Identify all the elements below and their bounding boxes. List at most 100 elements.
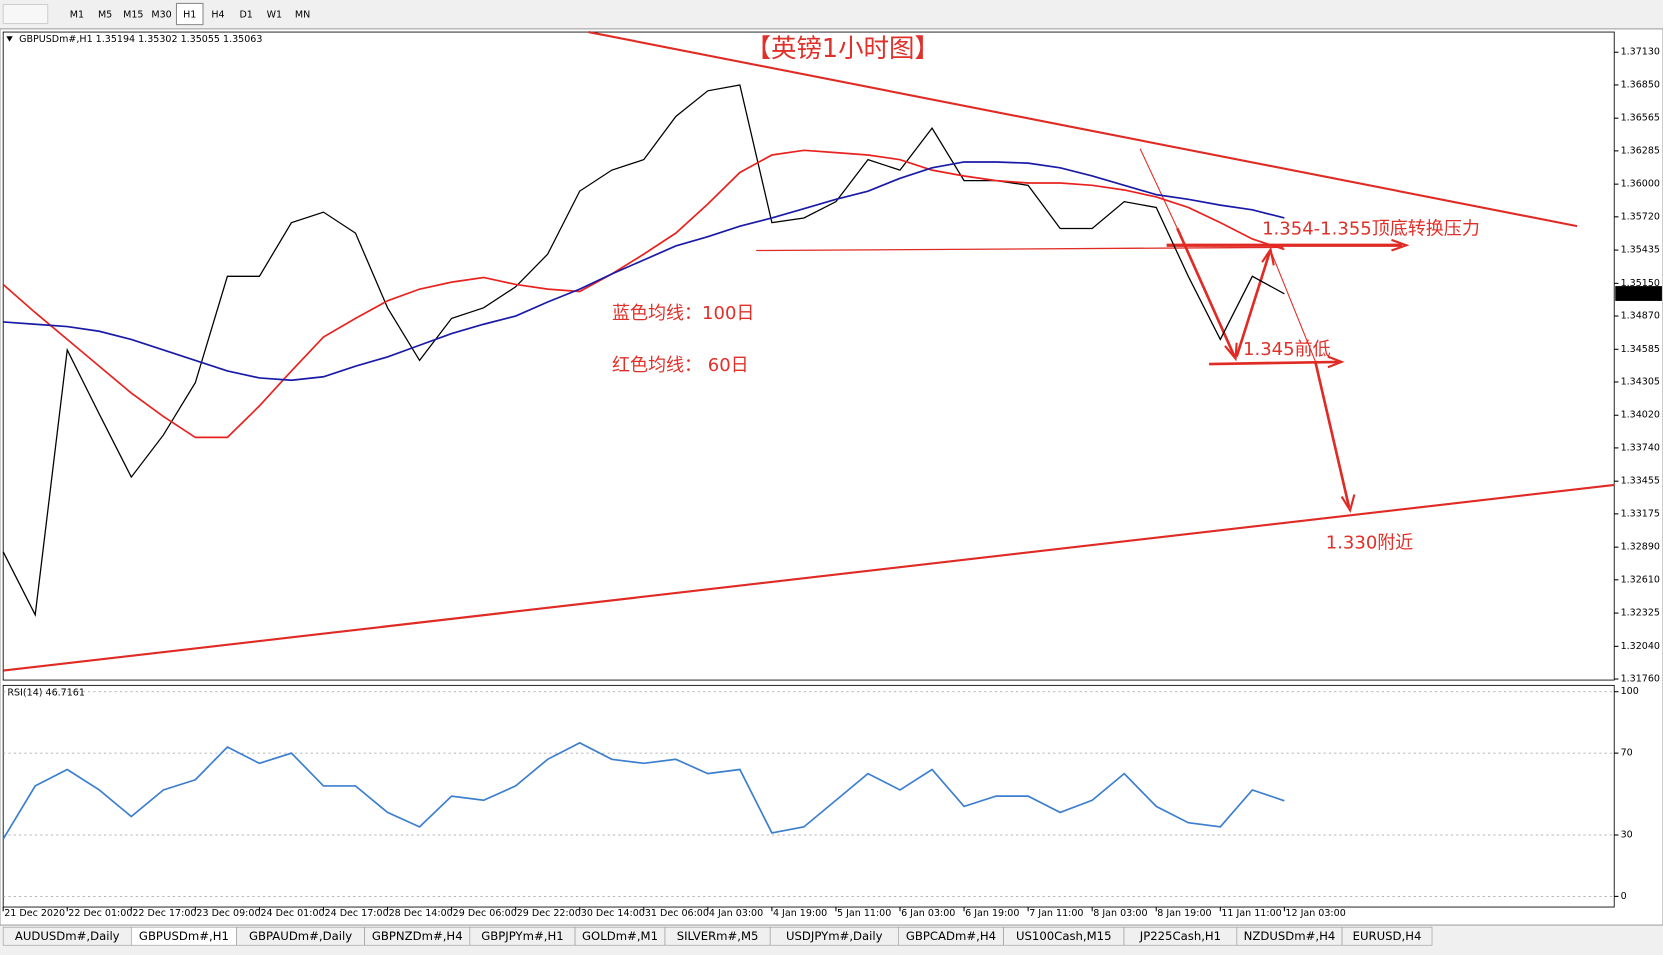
y-tick-label: 1.35720 <box>1621 211 1660 222</box>
y-tick-label: 30 <box>1621 829 1633 840</box>
x-tick-label: 6 Jan 03:00 <box>901 908 955 919</box>
rsi-plot <box>2 684 1615 908</box>
x-tick-label: 6 Jan 19:00 <box>965 908 1019 919</box>
path-line <box>1270 250 1316 362</box>
y-tick-label: 100 <box>1621 686 1639 697</box>
y-tick-label: 1.32890 <box>1621 542 1660 553</box>
x-tick-label: 11 Jan 11:00 <box>1221 908 1281 919</box>
price-line <box>2 149 1285 439</box>
timeframe-label[interactable]: H1 <box>183 10 196 21</box>
arrow-head <box>1327 355 1345 369</box>
y-tick-label: 1.35150 <box>1621 278 1660 289</box>
chart-title: 【英镑1小时图】 <box>746 34 940 64</box>
price-plot <box>2 31 1615 681</box>
trend-line <box>3 483 1615 672</box>
x-tick-label: 29 Dec 22:00 <box>517 908 581 919</box>
y-tick-label: 1.34020 <box>1621 410 1660 421</box>
y-tick-label: 1.32610 <box>1621 574 1660 585</box>
tab-label[interactable]: EURUSD,H4 <box>1353 929 1422 943</box>
annotation: 蓝色均线：100日 <box>612 303 754 324</box>
y-tick-label: 1.33455 <box>1621 476 1660 487</box>
y-tick-label: 1.34305 <box>1621 376 1660 387</box>
tab-label[interactable]: GBPUSDm#,H1 <box>139 929 229 943</box>
tab-label[interactable]: US100Cash,M15 <box>1016 929 1112 943</box>
timeframe-button[interactable] <box>204 3 232 25</box>
timeframe-button[interactable] <box>175 2 204 26</box>
rsi-line <box>2 741 1285 840</box>
timeframe-label[interactable]: D1 <box>239 10 252 21</box>
timeframe-button[interactable] <box>91 3 119 25</box>
annotation: 1.345前低 <box>1243 339 1331 360</box>
y-tick-label: 1.32040 <box>1621 641 1660 652</box>
timeframe-label[interactable]: H4 <box>211 10 224 21</box>
y-tick-label: 1.37130 <box>1621 47 1660 58</box>
timeframe-label[interactable]: MN <box>295 10 310 21</box>
path-arrow <box>1235 252 1271 357</box>
current-price-box <box>1615 286 1662 301</box>
timeframe-button[interactable] <box>261 3 288 25</box>
timeframe-label[interactable]: M30 <box>151 10 171 21</box>
price-line <box>3 161 1285 382</box>
tab-label[interactable]: USDJPYm#,Daily <box>786 929 883 943</box>
tab-label[interactable]: GBPJPYm#,H1 <box>481 929 563 943</box>
y-tick-label: 1.34585 <box>1621 344 1660 355</box>
x-tick-label: 24 Dec 01:00 <box>260 908 324 919</box>
arrow-head <box>1391 238 1410 252</box>
annotation: 1.330附近 <box>1326 532 1414 553</box>
x-tick-label: 28 Dec 14:00 <box>389 908 453 919</box>
x-tick-label: 7 Jan 11:00 <box>1029 908 1083 919</box>
y-tick-label: 1.31760 <box>1621 674 1660 685</box>
timeframe-label[interactable]: M5 <box>98 10 112 21</box>
y-tick-label: 1.36565 <box>1621 113 1660 124</box>
tab-label[interactable]: SILVERm#,M5 <box>677 929 759 943</box>
arrow-head <box>1261 246 1275 266</box>
y-tick-label: 1.33740 <box>1621 442 1660 453</box>
x-tick-label: 8 Jan 19:00 <box>1157 908 1211 919</box>
price-line <box>2 84 1285 617</box>
tab-label[interactable]: AUDUSDm#,Daily <box>15 929 120 943</box>
tab-label[interactable]: GOLDm#,M1 <box>582 929 658 943</box>
annotation: 1.354-1.355顶底转换压力 <box>1262 218 1480 239</box>
x-tick-label: 23 Dec 09:00 <box>196 908 260 919</box>
y-tick-label: 1.36850 <box>1621 79 1660 90</box>
tab-label[interactable]: NZDUSDm#,H4 <box>1244 929 1336 943</box>
header-icon <box>6 36 13 42</box>
x-tick-label: 12 Jan 03:00 <box>1285 908 1345 919</box>
drawings <box>3 31 1615 672</box>
tab-label[interactable]: GBPNZDm#,H4 <box>372 929 463 943</box>
tab-label[interactable]: GBPAUDm#,Daily <box>249 929 352 943</box>
timeframe-label[interactable]: W1 <box>267 10 283 21</box>
timeframe-label[interactable]: M15 <box>123 10 143 21</box>
annotation: 红色均线： 60日 <box>612 355 749 376</box>
x-tick-label: 22 Dec 17:00 <box>132 908 196 919</box>
level-line <box>756 246 1284 252</box>
timeframe-button[interactable] <box>120 3 147 25</box>
timeframe-button[interactable] <box>63 3 91 25</box>
x-tick-label: 29 Dec 06:00 <box>453 908 517 919</box>
tab[interactable] <box>1341 926 1433 946</box>
timeframe-button[interactable] <box>232 3 260 25</box>
x-tick-label: 22 Dec 01:00 <box>68 908 132 919</box>
level-arrow <box>1209 360 1339 366</box>
path-line <box>1139 148 1178 229</box>
chart-window <box>0 28 1663 926</box>
x-tick-label: 8 Jan 03:00 <box>1093 908 1147 919</box>
timeframe-button[interactable] <box>289 3 316 25</box>
y-tick-label: 1.35435 <box>1621 245 1660 256</box>
y-tick-label: 1.36285 <box>1621 145 1660 156</box>
tab-label[interactable]: GBPCADm#,H4 <box>906 929 996 943</box>
x-tick-label: 4 Jan 03:00 <box>709 908 763 919</box>
x-tick-label: 24 Dec 17:00 <box>325 908 389 919</box>
timeframe-button[interactable] <box>148 3 175 25</box>
x-tick-label: 5 Jan 11:00 <box>837 908 891 919</box>
rsi-header: RSI(14) 46.7161 <box>7 687 85 698</box>
timeframe-label[interactable]: M1 <box>70 10 84 21</box>
x-tick-label: 30 Dec 14:00 <box>581 908 645 919</box>
current-price-label: 1.35063 <box>1620 288 1659 299</box>
y-tick-label: 1.34870 <box>1621 311 1660 322</box>
path-arrow <box>1313 360 1351 508</box>
tab-label[interactable]: JP225Cash,H1 <box>1139 929 1221 943</box>
toolbar-tool[interactable] <box>2 3 49 25</box>
